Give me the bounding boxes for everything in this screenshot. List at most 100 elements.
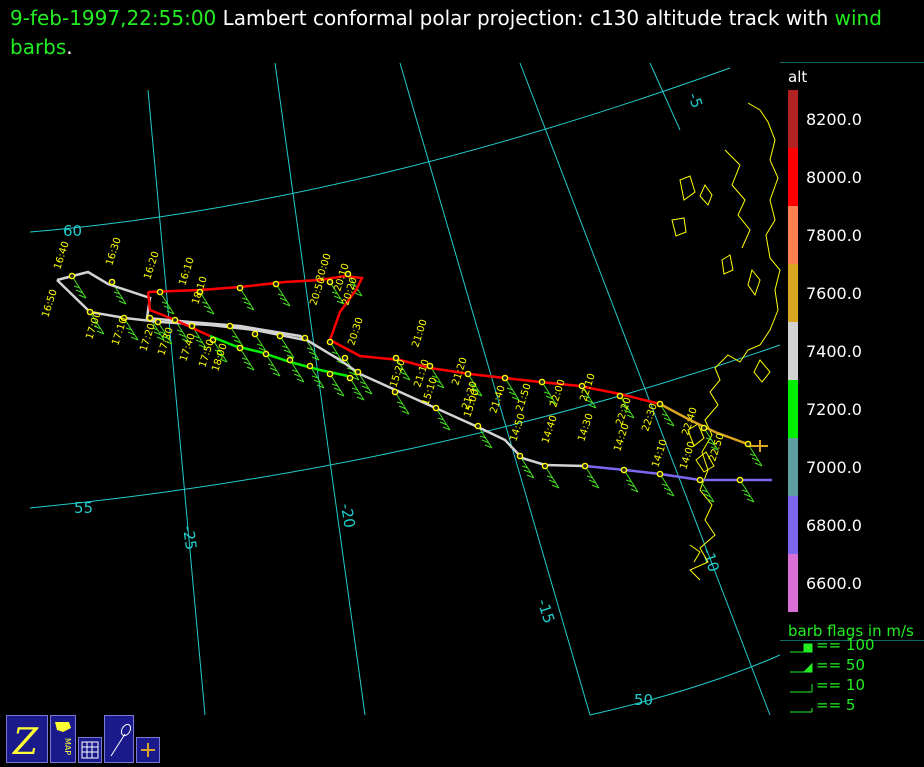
wind-barb [659, 403, 675, 427]
lon-line-15 [399, 62, 591, 716]
track-marker [326, 370, 334, 378]
wind-barb [739, 479, 755, 503]
wind-barb [357, 371, 373, 395]
aircraft-button[interactable] [136, 737, 160, 763]
track-time-label: 22:40 [680, 406, 699, 437]
track-marker [474, 422, 482, 430]
pen-icon [110, 723, 132, 757]
track-marker [86, 308, 94, 316]
wind-barb [519, 455, 535, 479]
track-time-label: 17:40 [178, 332, 197, 363]
track-time-label: 17:00 [84, 310, 103, 341]
colorbar-label: 8200.0 [806, 110, 862, 129]
track-time-label: 17:30 [156, 326, 175, 357]
track-marker [541, 462, 549, 470]
wind-barb [349, 377, 365, 401]
track-markers [68, 270, 752, 484]
lon-label: -25 [179, 524, 200, 551]
zebra-logo-icon: Z [12, 722, 39, 763]
track-marker [656, 400, 664, 408]
wind-barb [394, 391, 410, 415]
track-marker [262, 350, 270, 358]
track-marker [146, 314, 154, 322]
track-marker [354, 368, 362, 376]
track-time-label: 16:30 [104, 236, 123, 267]
grid-icon [81, 741, 99, 759]
track-marker [236, 344, 244, 352]
track-time-label: 22:10 [578, 372, 597, 403]
colorbar-segment [788, 496, 798, 554]
colorbar-segment [788, 148, 798, 206]
colorbar-label: 7400.0 [806, 342, 862, 361]
track-time-label: 17:10 [110, 316, 129, 347]
wind-barb [212, 339, 228, 363]
wind-barb [395, 357, 411, 381]
zebra-logo-button[interactable]: Z [6, 715, 48, 763]
track-time-label: 14:30 [576, 412, 595, 443]
track-marker [620, 466, 628, 474]
barb-legend-title: barb flags in m/s [788, 622, 914, 640]
wind-barb [703, 427, 719, 451]
track-marker [108, 278, 116, 286]
wind-barb [477, 425, 493, 449]
barb-legend-item: == 50 [816, 656, 865, 674]
track-marker [391, 388, 399, 396]
wind-barb [329, 373, 345, 397]
track-marker [344, 270, 352, 278]
track-marker [236, 284, 244, 292]
colorbar-label: 7600.0 [806, 284, 862, 303]
colorbar-segment [788, 554, 798, 612]
map-icon: MAP [55, 722, 72, 755]
wind-barb [199, 291, 215, 315]
track-marker [154, 318, 162, 326]
title-time: 9-feb-1997,22:55:00 [10, 6, 217, 30]
track-marker [156, 288, 164, 296]
track-marker [326, 278, 334, 286]
wind-barb [581, 385, 597, 409]
wind-barb [504, 377, 520, 401]
track-marker [426, 362, 434, 370]
track-time-label: 16:40 [52, 240, 71, 271]
track-marker [578, 382, 586, 390]
track-time-label: 16:10 [177, 256, 196, 287]
track-marker [744, 440, 752, 448]
lon-label: -20 [337, 502, 359, 529]
wind-barb [304, 337, 320, 361]
track-time-label: 14:00 [678, 440, 697, 471]
wind-barb [111, 281, 127, 305]
track-marker [432, 404, 440, 412]
track-time-label: 14:40 [540, 414, 559, 445]
track-marker [581, 462, 589, 470]
colorbar-label: 6600.0 [806, 574, 862, 593]
coastline [671, 102, 781, 581]
map-button[interactable]: MAP [50, 715, 76, 763]
wind-barb [239, 287, 255, 311]
wind-barb [279, 335, 295, 359]
track-marker [226, 322, 234, 330]
wind-barb [275, 283, 291, 307]
wind-barb [544, 465, 560, 489]
grid-button[interactable] [78, 737, 102, 763]
track-time-label: 17:20 [138, 322, 157, 353]
wind-barb [289, 359, 305, 383]
wind-barb [623, 469, 639, 493]
wind-barb [435, 407, 451, 431]
aircraft-icon[interactable] [750, 440, 768, 452]
lon-label: -15 [534, 597, 559, 626]
track-segment [584, 464, 772, 482]
pen-button[interactable] [104, 715, 134, 763]
wind-barb [541, 381, 557, 405]
wind-barb [584, 465, 600, 489]
track-time-label: 21:00 [410, 318, 429, 349]
wind-barb [123, 317, 139, 341]
track-marker [196, 288, 204, 296]
colorbar-label: 8000.0 [806, 168, 862, 187]
colorbar-segment [788, 322, 798, 380]
wind-barb [699, 479, 715, 503]
track-marker [341, 354, 349, 362]
track-marker [464, 370, 472, 378]
lon-label: -5 [684, 91, 706, 111]
colorbar-title: alt [788, 68, 808, 86]
svg-text:Z: Z [12, 722, 39, 762]
